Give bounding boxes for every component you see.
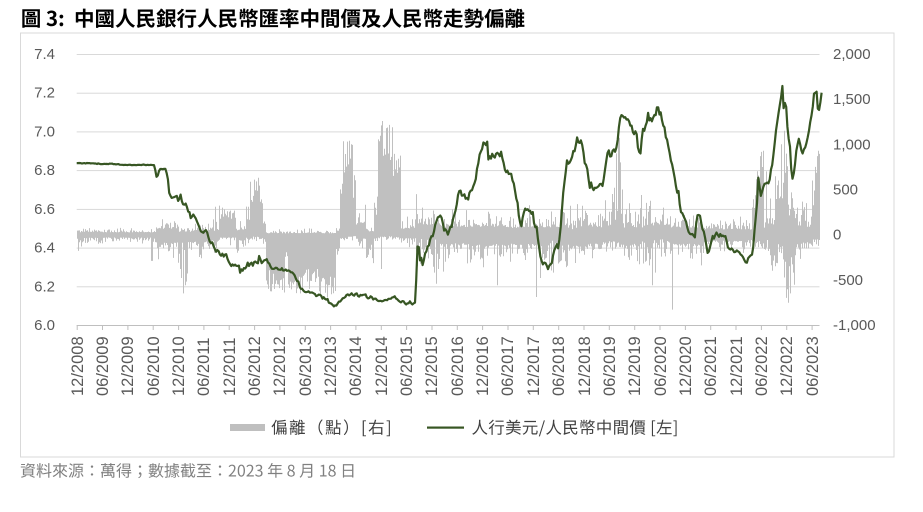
svg-text:06/2012: 06/2012 [246, 336, 264, 396]
svg-text:12/2021: 12/2021 [728, 336, 746, 396]
svg-text:-1,000: -1,000 [833, 317, 876, 334]
svg-text:6.4: 6.4 [34, 240, 55, 257]
svg-text:12/2012: 12/2012 [271, 336, 289, 396]
svg-text:06/2021: 06/2021 [702, 336, 720, 396]
svg-text:12/2009: 12/2009 [119, 336, 137, 396]
svg-text:06/2018: 06/2018 [550, 336, 568, 396]
svg-text:6.8: 6.8 [34, 162, 55, 179]
svg-text:12/2022: 12/2022 [778, 336, 796, 396]
svg-text:7.0: 7.0 [34, 123, 55, 140]
svg-text:06/2011: 06/2011 [195, 338, 213, 396]
svg-text:12/2013: 12/2013 [322, 336, 340, 396]
svg-text:06/2022: 06/2022 [753, 336, 771, 396]
svg-text:06/2016: 06/2016 [449, 336, 467, 396]
svg-text:06/2019: 06/2019 [601, 336, 619, 396]
svg-text:06/2010: 06/2010 [145, 336, 163, 396]
svg-text:-500: -500 [833, 272, 863, 289]
svg-text:06/2023: 06/2023 [804, 336, 822, 396]
svg-text:06/2013: 06/2013 [297, 336, 315, 396]
svg-text:6.0: 6.0 [34, 317, 55, 334]
svg-text:7.4: 7.4 [34, 46, 55, 63]
svg-text:1,500: 1,500 [833, 91, 871, 108]
svg-text:12/2017: 12/2017 [525, 336, 543, 396]
svg-text:06/2014: 06/2014 [347, 336, 365, 396]
svg-text:12/2018: 12/2018 [576, 336, 594, 396]
svg-text:500: 500 [833, 182, 858, 199]
svg-text:12/2010: 12/2010 [170, 336, 188, 396]
svg-text:7.2: 7.2 [34, 85, 55, 102]
svg-text:6.2: 6.2 [34, 278, 55, 295]
svg-text:12/2008: 12/2008 [69, 336, 87, 396]
svg-text:06/2020: 06/2020 [652, 336, 670, 396]
svg-text:12/2011: 12/2011 [221, 338, 239, 396]
svg-text:06/2009: 06/2009 [94, 336, 112, 396]
svg-text:12/2019: 12/2019 [626, 336, 644, 396]
svg-text:12/2015: 12/2015 [423, 336, 441, 396]
svg-text:12/2014: 12/2014 [373, 336, 391, 396]
svg-text:1,000: 1,000 [833, 136, 871, 153]
svg-text:2,000: 2,000 [833, 46, 871, 63]
svg-text:12/2020: 12/2020 [677, 336, 695, 396]
svg-text:0: 0 [833, 227, 841, 244]
svg-text:6.6: 6.6 [34, 201, 55, 218]
svg-text:06/2015: 06/2015 [398, 336, 416, 396]
svg-text:06/2017: 06/2017 [499, 336, 517, 396]
svg-text:12/2016: 12/2016 [474, 336, 492, 396]
